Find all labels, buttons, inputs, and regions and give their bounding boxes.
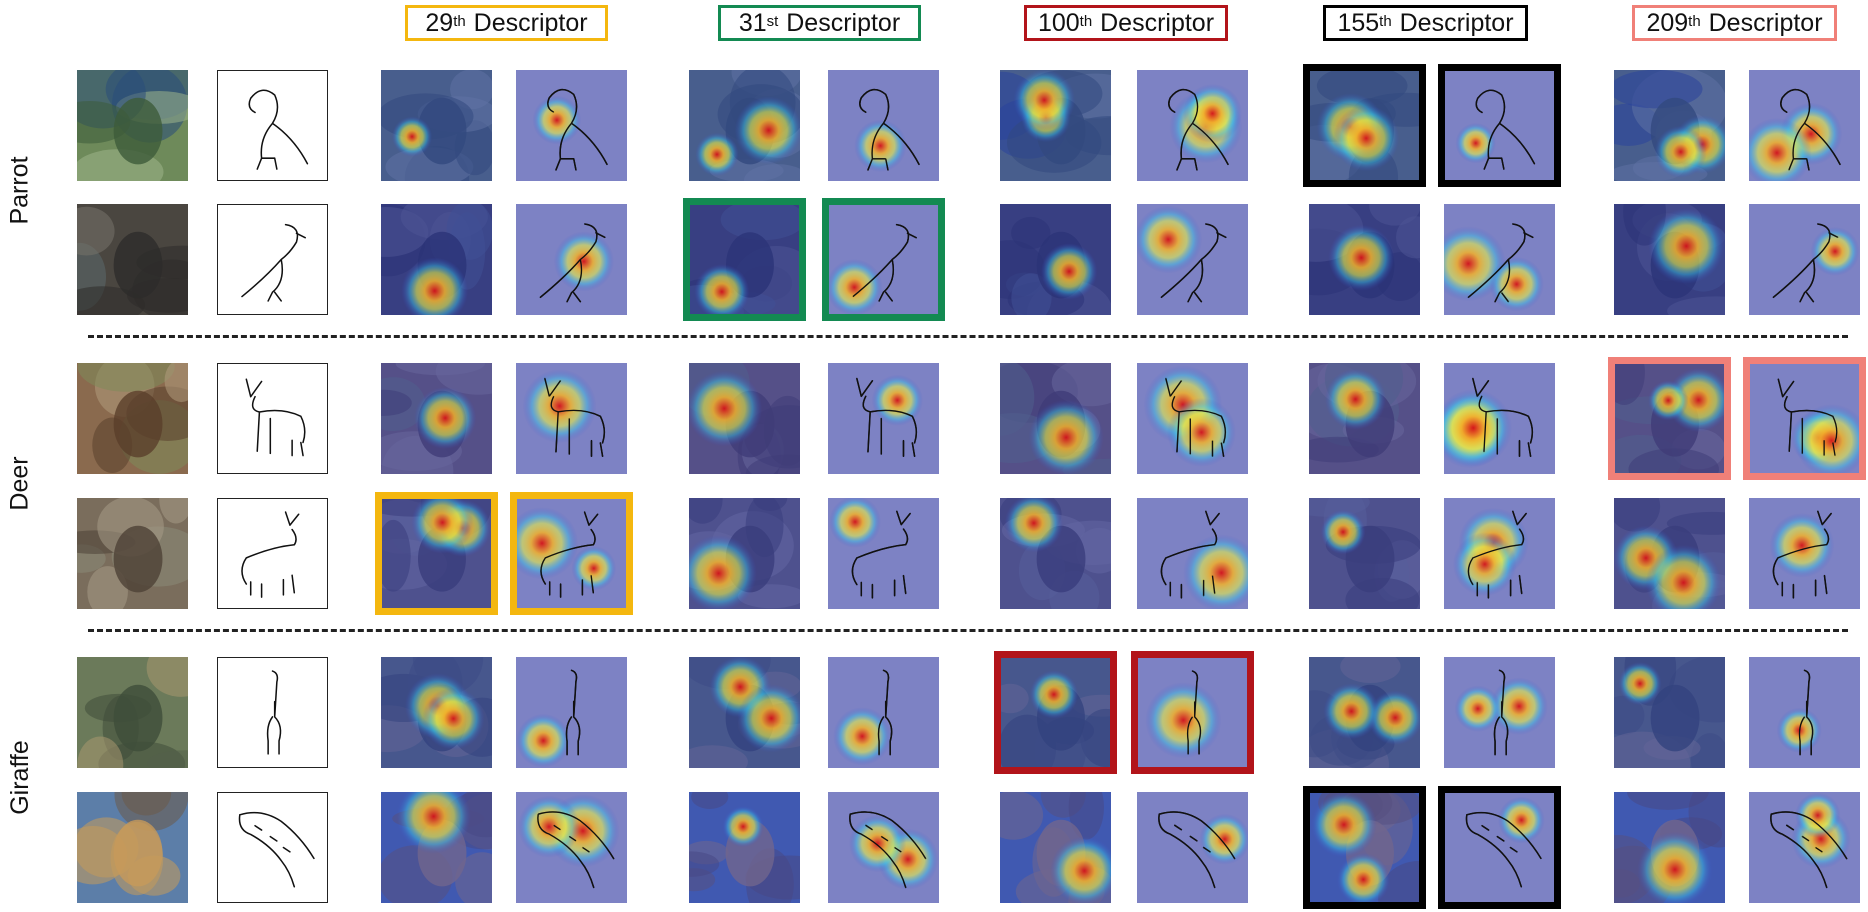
sketch-heatmap	[1137, 792, 1248, 903]
sketch-image	[217, 204, 328, 315]
photo-heatmap	[1303, 64, 1426, 187]
group-label-parrot: Parrot	[5, 155, 34, 225]
photo-heatmap	[381, 792, 492, 903]
sketch-heatmap	[1444, 657, 1555, 768]
photo-heatmap	[1614, 657, 1725, 768]
sketch-heatmap	[1749, 498, 1860, 609]
group-separator	[88, 335, 1848, 338]
descriptor-label: Descriptor	[1701, 8, 1823, 37]
photo-image	[77, 792, 188, 903]
descriptor-ordinal: 209	[1646, 8, 1689, 37]
photo-heatmap	[375, 492, 498, 615]
photo-heatmap	[1614, 204, 1725, 315]
descriptor-label: Descriptor	[779, 8, 901, 37]
photo-heatmap	[1309, 498, 1420, 609]
descriptor-label: Descriptor	[466, 8, 588, 37]
sketch-heatmap	[828, 657, 939, 768]
sketch-image	[217, 70, 328, 181]
descriptor-label: Descriptor	[1093, 8, 1215, 37]
photo-heatmap	[689, 498, 800, 609]
descriptor-suffix: th	[1379, 12, 1392, 30]
sketch-heatmap	[1137, 204, 1248, 315]
sketch-heatmap	[1749, 657, 1860, 768]
photo-heatmap	[1614, 792, 1725, 903]
sketch-image	[217, 792, 328, 903]
sketch-heatmap	[1749, 204, 1860, 315]
sketch-heatmap	[1444, 363, 1555, 474]
descriptor-ordinal: 155	[1337, 8, 1380, 37]
photo-image	[77, 70, 188, 181]
photo-heatmap	[1000, 498, 1111, 609]
photo-heatmap	[1303, 786, 1426, 909]
sketch-heatmap	[516, 792, 627, 903]
sketch-heatmap	[1137, 70, 1248, 181]
photo-heatmap	[381, 363, 492, 474]
photo-heatmap	[683, 198, 806, 321]
group-label-giraffe: Giraffe	[5, 739, 34, 815]
sketch-heatmap	[516, 204, 627, 315]
group-separator	[88, 629, 1848, 632]
photo-heatmap	[1000, 70, 1111, 181]
sketch-heatmap	[828, 792, 939, 903]
photo-image	[77, 204, 188, 315]
sketch-image	[217, 363, 328, 474]
photo-image	[77, 498, 188, 609]
sketch-heatmap	[828, 498, 939, 609]
sketch-heatmap	[1438, 64, 1561, 187]
photo-heatmap	[1614, 498, 1725, 609]
sketch-heatmap	[1444, 498, 1555, 609]
sketch-heatmap	[1131, 651, 1254, 774]
descriptor-ordinal: 31	[738, 8, 767, 37]
sketch-heatmap	[516, 363, 627, 474]
sketch-heatmap	[1137, 363, 1248, 474]
photo-heatmap	[1000, 363, 1111, 474]
sketch-heatmap	[1749, 792, 1860, 903]
photo-heatmap	[1000, 792, 1111, 903]
sketch-heatmap	[1743, 357, 1866, 480]
sketch-image	[217, 498, 328, 609]
photo-heatmap	[381, 204, 492, 315]
sketch-image	[217, 657, 328, 768]
photo-heatmap	[381, 70, 492, 181]
descriptor-suffix: th	[1079, 12, 1093, 30]
descriptor-suffix: st	[766, 12, 779, 30]
sketch-heatmap	[822, 198, 945, 321]
photo-heatmap	[1309, 363, 1420, 474]
sketch-heatmap	[516, 657, 627, 768]
sketch-heatmap	[1749, 70, 1860, 181]
sketch-heatmap	[828, 70, 939, 181]
descriptor-ordinal: 100	[1037, 8, 1080, 37]
photo-heatmap	[381, 657, 492, 768]
photo-heatmap	[689, 363, 800, 474]
photo-heatmap	[1309, 204, 1420, 315]
photo-heatmap	[689, 657, 800, 768]
photo-heatmap	[1000, 204, 1111, 315]
descriptor-label: Descriptor	[1392, 8, 1514, 37]
photo-heatmap	[689, 792, 800, 903]
photo-heatmap	[1309, 657, 1420, 768]
sketch-heatmap	[828, 363, 939, 474]
descriptor-ordinal: 29	[425, 8, 454, 37]
sketch-heatmap	[1137, 498, 1248, 609]
group-label-deer: Deer	[5, 455, 34, 511]
photo-heatmap	[994, 651, 1117, 774]
photo-heatmap	[1614, 70, 1725, 181]
photo-heatmap	[689, 70, 800, 181]
sketch-heatmap	[1438, 786, 1561, 909]
descriptor-suffix: th	[453, 12, 466, 30]
sketch-heatmap	[1444, 204, 1555, 315]
sketch-heatmap	[516, 70, 627, 181]
photo-heatmap	[1608, 357, 1731, 480]
sketch-heatmap	[510, 492, 633, 615]
photo-image	[77, 363, 188, 474]
descriptor-suffix: th	[1688, 12, 1701, 30]
photo-image	[77, 657, 188, 768]
